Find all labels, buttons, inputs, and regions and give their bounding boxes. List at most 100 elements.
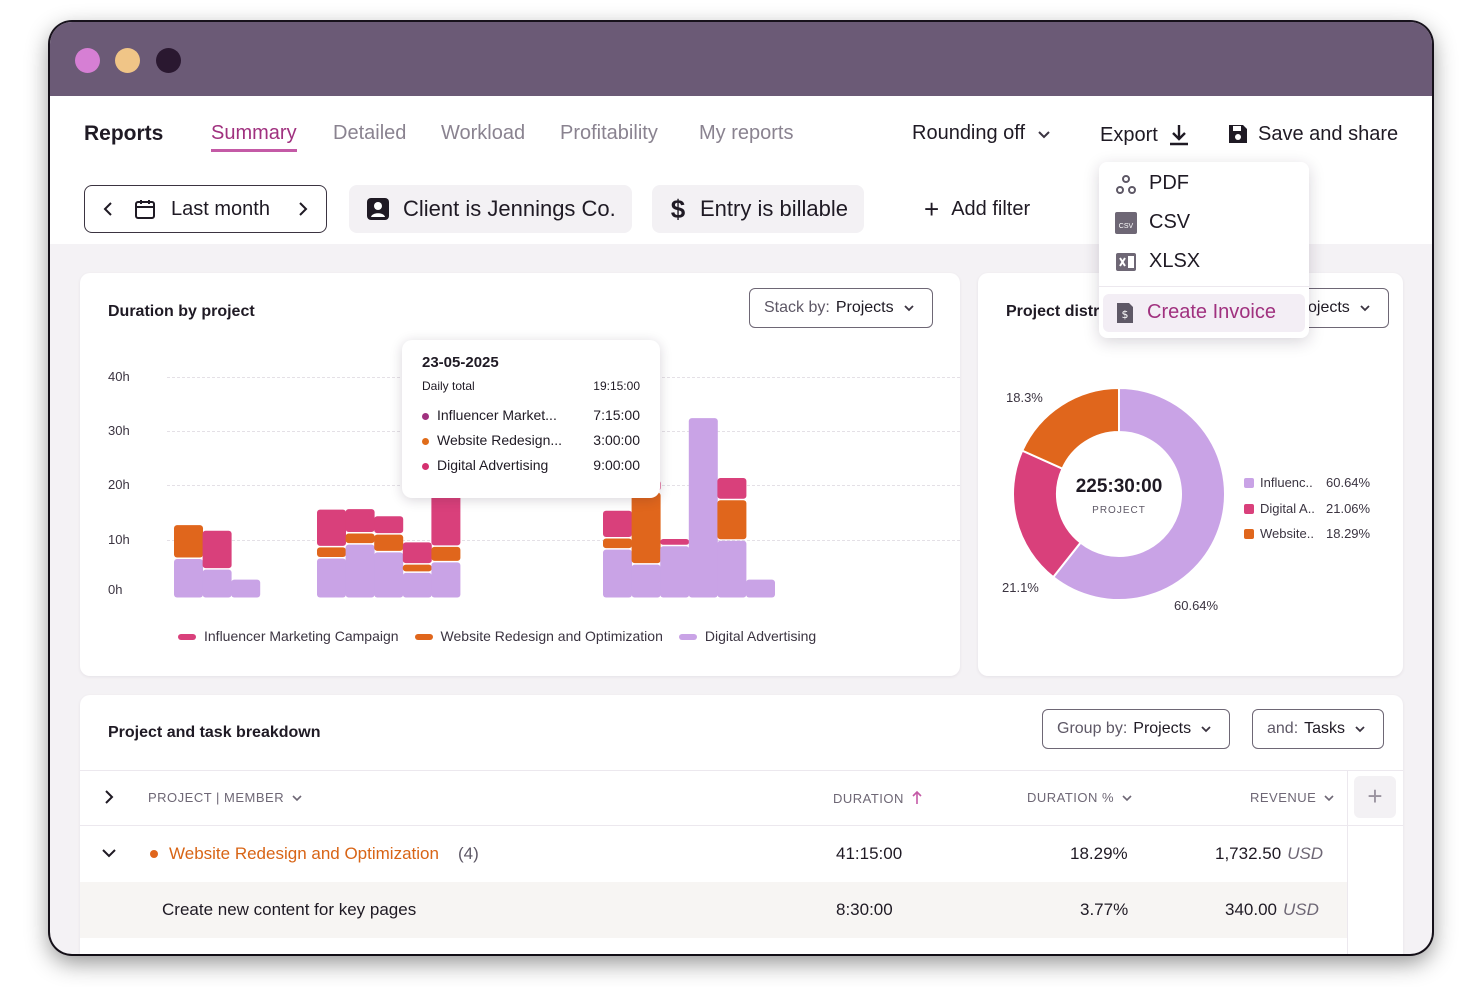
tooltip-date: 23-05-2025 (422, 354, 499, 371)
y-tick-label: 40h (108, 369, 130, 384)
breakdown-card: Project and task breakdown Group by: Proj… (80, 695, 1403, 954)
bar-website-redesign[interactable] (402, 564, 432, 572)
bar-digital-advertising[interactable] (746, 579, 775, 598)
tooltip-row: Influencer Market... 7:15:00 (422, 407, 640, 423)
bar-website-redesign[interactable] (174, 525, 203, 558)
bar-influencer-marketing[interactable] (660, 539, 690, 545)
pie-legend-influencer: Influenc.. 60.64% (1244, 475, 1370, 490)
bar-influencer-marketing[interactable] (345, 509, 375, 533)
chevron-down-icon[interactable] (100, 844, 118, 862)
bar-digital-advertising[interactable] (345, 544, 375, 598)
bar-website-redesign[interactable] (317, 547, 346, 557)
column-duration-percent[interactable]: DURATION % (1027, 790, 1134, 805)
close-window-button[interactable] (75, 48, 100, 73)
page-title: Reports (84, 122, 164, 145)
column-project-member[interactable]: PROJECT | MEMBER (148, 790, 304, 805)
task-count: (4) (458, 844, 479, 863)
slice-website[interactable] (1020, 386, 1120, 470)
export-csv-item[interactable]: CSV CSV (1115, 211, 1190, 234)
add-column-button[interactable]: + (1354, 776, 1396, 818)
tab-workload[interactable]: Workload (441, 122, 526, 144)
table-row[interactable]: Create new content for key pages 8:30:00… (80, 882, 1347, 938)
chevron-right-icon[interactable] (292, 199, 312, 219)
bar-digital-advertising[interactable] (603, 549, 632, 598)
group-by-select[interactable]: Group by: Projects (1042, 709, 1231, 749)
stack-by-select[interactable]: Stack by: Projects (749, 288, 933, 328)
tab-profitability[interactable]: Profitability (560, 122, 658, 144)
bar-influencer-marketing[interactable] (202, 530, 232, 569)
save-icon (1229, 125, 1247, 143)
bar-digital-advertising[interactable] (717, 540, 747, 598)
export-label: Export (1100, 123, 1158, 146)
calendar-icon (135, 200, 155, 219)
legend-item-influencer[interactable]: Influencer Marketing Campaign (178, 628, 399, 644)
bar-digital-advertising[interactable] (660, 546, 690, 598)
client-icon (367, 198, 389, 220)
rounding-label: Rounding off (912, 122, 1026, 144)
add-filter-button[interactable]: + Add filter (924, 185, 1030, 233)
y-tick-label: 20h (108, 477, 130, 492)
export-button[interactable]: Export (1100, 122, 1192, 148)
bar-influencer-marketing[interactable] (717, 478, 747, 499)
project-name[interactable]: Website Redesign and Optimization (169, 844, 439, 863)
bar-website-redesign[interactable] (717, 500, 747, 540)
slice-label-website: 18.3% (1006, 390, 1043, 405)
bar-website-redesign[interactable] (345, 533, 375, 544)
app-window: Reports Summary Detailed Workload Profit… (50, 22, 1432, 954)
legend-item-digital[interactable]: Digital Advertising (678, 628, 816, 644)
bar-influencer-marketing[interactable] (402, 542, 432, 564)
excel-icon (1116, 252, 1136, 271)
export-xlsx-item[interactable]: XLSX (1115, 250, 1200, 273)
bar-influencer-marketing[interactable] (317, 509, 346, 546)
bar-website-redesign[interactable] (431, 546, 461, 561)
bar-digital-advertising[interactable] (174, 559, 203, 598)
bar-digital-advertising[interactable] (202, 569, 232, 598)
bar-website-redesign[interactable] (374, 534, 404, 551)
bar-influencer-marketing[interactable] (603, 510, 632, 538)
client-filter-chip[interactable]: Client is Jennings Co. (349, 185, 632, 233)
bar-website-redesign[interactable] (631, 492, 661, 564)
slice-label-influencer: 60.64% (1174, 598, 1219, 613)
row-duration-percent: 18.29% (1070, 844, 1128, 863)
column-revenue[interactable]: REVENUE (1250, 790, 1336, 805)
add-filter-label: Add filter (951, 197, 1031, 220)
bar-digital-advertising[interactable] (317, 558, 346, 598)
bar-influencer-marketing[interactable] (431, 494, 461, 546)
slice-influencer[interactable] (1051, 386, 1226, 601)
column-duration[interactable]: DURATION (833, 790, 924, 806)
task-name: Create new content for key pages (162, 900, 417, 919)
pdf-icon (1116, 174, 1136, 194)
bar-digital-advertising[interactable] (374, 552, 404, 598)
export-menu: PDF CSV CSV XLSX $ Create Invoice (1099, 162, 1309, 338)
expand-all-icon[interactable] (100, 788, 118, 806)
title-bar (50, 22, 1432, 96)
chart-legend: Influencer Marketing Campaign Website Re… (178, 628, 816, 644)
create-invoice-item[interactable]: $ Create Invoice (1115, 301, 1276, 324)
bar-digital-advertising[interactable] (231, 579, 261, 598)
legend-item-website[interactable]: Website Redesign and Optimization (414, 628, 663, 644)
project-distribution-card: Project distri ojects 225:30:00 PROJECT … (978, 273, 1403, 676)
table-row[interactable]: Website Redesign and Optimization (4) 41… (80, 826, 1347, 882)
bar-website-redesign[interactable] (603, 538, 632, 549)
tab-summary[interactable]: Summary (211, 122, 297, 152)
stacked-bar-chart (174, 418, 775, 598)
y-tick-label: 30h (108, 423, 130, 438)
and-select[interactable]: and: Tasks (1252, 709, 1385, 749)
bar-digital-advertising[interactable] (688, 418, 718, 598)
export-pdf-item[interactable]: PDF (1115, 172, 1189, 195)
maximize-window-button[interactable] (156, 48, 181, 73)
minimize-window-button[interactable] (115, 48, 140, 73)
date-range-picker[interactable]: Last month (84, 185, 327, 233)
bar-influencer-marketing[interactable] (374, 516, 404, 534)
distribution-select[interactable]: ojects (1293, 288, 1389, 328)
chart-tooltip: 23-05-2025 Daily total 19:15:00 Influence… (402, 340, 660, 498)
bar-digital-advertising[interactable] (631, 564, 661, 598)
billable-filter-chip[interactable]: $ Entry is billable (652, 185, 864, 233)
save-and-share-button[interactable]: Save and share (1226, 122, 1398, 146)
bar-digital-advertising[interactable] (402, 572, 432, 598)
bar-digital-advertising[interactable] (431, 562, 461, 598)
tab-detailed[interactable]: Detailed (333, 122, 407, 144)
chevron-left-icon[interactable] (99, 199, 119, 219)
tab-my-reports[interactable]: My reports (699, 122, 794, 144)
rounding-dropdown[interactable]: Rounding off (912, 122, 1055, 145)
